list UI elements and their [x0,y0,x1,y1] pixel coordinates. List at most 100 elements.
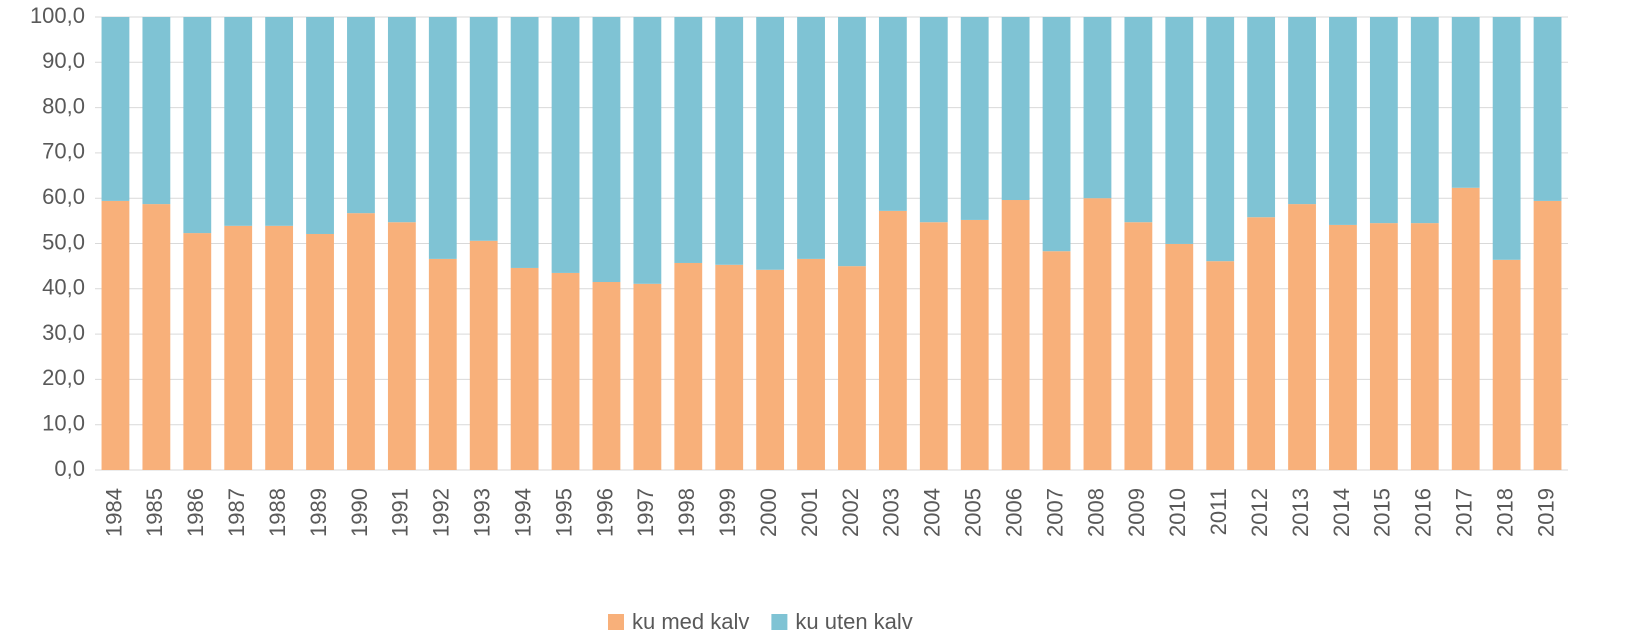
x-tick-label: 2014 [1329,488,1354,537]
bar-segment [919,222,948,470]
bar-segment [674,17,703,263]
bar-segment [428,258,457,470]
bar-segment [387,222,416,470]
x-tick-label: 1986 [183,488,208,537]
bar-segment [510,267,539,470]
bar-segment [510,17,539,268]
bar-segment [142,204,171,471]
x-tick-label: 1996 [592,488,617,537]
x-tick-label: 2012 [1247,488,1272,537]
bar-segment [1124,222,1153,470]
x-tick-label: 1993 [470,488,495,537]
x-tick-label: 2005 [961,488,986,537]
bar-segment [469,17,498,241]
bar-segment [265,17,294,226]
bar-segment [1288,204,1316,471]
x-tick-label: 1992 [429,488,454,537]
bar-segment [1329,17,1357,225]
bar-segment [838,266,866,470]
x-tick-label: 2018 [1492,488,1517,537]
bar-segment [797,17,825,259]
bar-segment [265,225,294,470]
bar-segment [1206,17,1235,262]
x-tick-label: 2013 [1288,488,1313,537]
bar-segment [1001,17,1030,201]
bar-segment [1369,17,1398,224]
x-tick-label: 2011 [1206,488,1231,535]
bar-segment [878,17,907,211]
bar-segment [1410,223,1439,470]
bar-segment [1533,17,1562,201]
bar-segment [306,17,334,234]
bar-segment [1165,17,1194,244]
legend-label: ku med kalv [632,609,749,633]
bar-segment [919,17,948,223]
y-tick-label: 30,0 [42,320,85,345]
bar-segment [428,17,457,259]
bar-segment [1165,243,1194,470]
y-tick-label: 10,0 [42,411,85,436]
bar-segment [960,17,989,220]
bar-segment [1042,251,1071,470]
x-tick-label: 1999 [715,488,740,537]
bar-segment [1206,261,1235,470]
x-tick-label: 2000 [756,488,781,537]
bar-segment [756,269,785,470]
x-tick-label: 2006 [1001,488,1026,537]
x-tick-label: 2017 [1452,488,1477,537]
x-tick-label: 2001 [797,488,822,537]
bar-segment [347,17,375,214]
y-tick-label: 40,0 [42,275,85,300]
x-tick-label: 2009 [1124,488,1149,537]
bar-segment [224,17,253,226]
y-tick-label: 100,0 [30,3,85,28]
bar-segment [142,17,171,205]
x-tick-label: 2010 [1165,488,1190,537]
bar-segment [633,17,662,284]
bar-segment [1247,217,1276,470]
y-tick-label: 60,0 [42,184,85,209]
bar-segment [1492,17,1521,260]
bar-segment [1247,17,1276,218]
y-tick-label: 50,0 [42,229,85,254]
x-tick-label: 2002 [838,488,863,537]
y-tick-label: 20,0 [42,365,85,390]
bar-segment [633,283,662,470]
bar-segment [1124,17,1153,223]
bar-segment [1369,223,1398,470]
bar-segment [306,233,334,470]
bar-segment [1288,17,1316,205]
legend-label: ku uten kalv [795,609,912,633]
x-tick-label: 1997 [633,488,658,537]
x-tick-label: 2016 [1411,488,1436,537]
x-tick-label: 1984 [101,488,126,537]
bar-segment [183,17,212,234]
x-tick-label: 1991 [388,488,413,537]
x-tick-label: 1989 [306,488,331,537]
bar-segment [756,17,785,270]
legend-swatch [608,614,624,630]
x-tick-label: 2007 [1042,488,1067,537]
bar-segment [592,17,621,283]
bar-segment [715,17,744,265]
bar-segment [101,200,130,470]
x-tick-label: 2019 [1533,488,1558,537]
bar-segment [1083,198,1112,470]
bar-segment [797,258,825,470]
x-tick-label: 2015 [1370,488,1395,537]
bar-segment [1451,17,1480,188]
x-tick-label: 1985 [142,488,167,537]
bar-segment [183,233,212,470]
y-tick-label: 0,0 [54,456,85,481]
bar-segment [1410,17,1439,224]
bar-segment [1042,17,1071,252]
x-tick-label: 2003 [879,488,904,537]
bar-segment [1329,224,1357,470]
x-tick-label: 1990 [347,488,372,537]
bar-segment [551,272,580,470]
y-tick-label: 80,0 [42,93,85,118]
bar-segment [1533,200,1562,470]
x-tick-label: 2008 [1083,488,1108,537]
x-tick-label: 1988 [265,488,290,537]
x-tick-label: 2004 [920,488,945,537]
